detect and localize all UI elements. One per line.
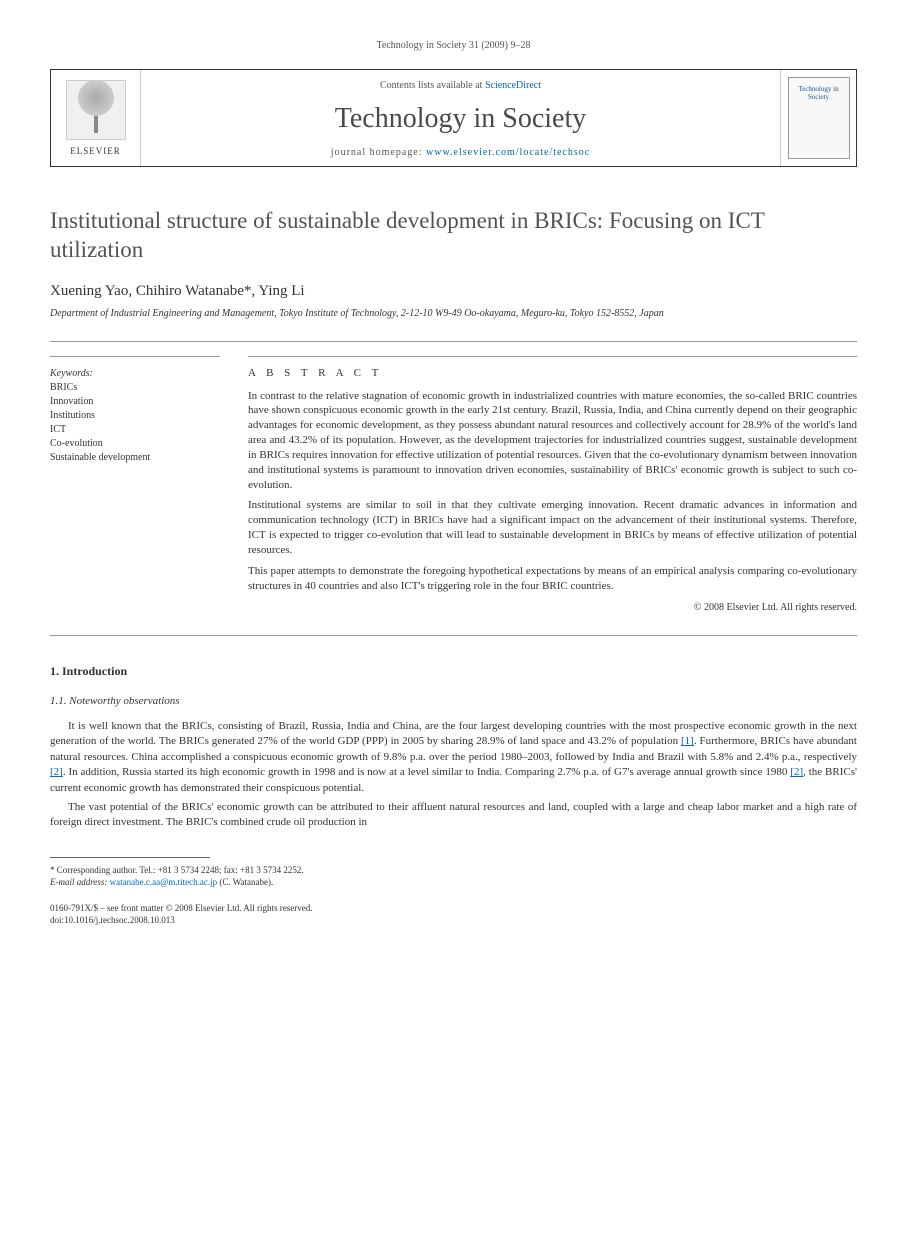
journal-header: ELSEVIER Contents lists available at Sci… [50,69,857,167]
body-text: It is well known that the BRICs, consist… [50,719,857,831]
abstract-text: In contrast to the relative stagnation o… [248,389,857,615]
email-suffix: (C. Watanabe). [217,877,273,887]
contents-prefix: Contents lists available at [380,80,485,91]
publisher-logo: ELSEVIER [51,70,141,166]
cover-title-text: Technology in Society [789,86,849,101]
abstract-keywords-row: Keywords: BRICs Innovation Institutions … [50,356,857,615]
journal-reference: Technology in Society 31 (2009) 9–28 [50,40,857,51]
email-line: E-mail address: watanabe.c.aa@m.titech.a… [50,876,857,889]
abstract-column: A B S T R A C T In contrast to the relat… [248,356,857,615]
contents-available-line: Contents lists available at ScienceDirec… [380,80,541,91]
journal-name: Technology in Society [335,103,587,135]
body-p1-c: . In addition, Russia started its high e… [63,766,790,778]
cover-image: Technology in Society [788,77,850,159]
abstract-p2: Institutional systems are similar to soi… [248,498,857,557]
elsevier-tree-icon [66,80,126,140]
front-matter-line: 0160-791X/$ – see front matter © 2008 El… [50,903,857,915]
citation-link[interactable]: [1] [681,735,694,747]
doi-line: doi:10.1016/j.techsoc.2008.10.013 [50,915,857,927]
affiliation: Department of Industrial Engineering and… [50,308,857,319]
homepage-prefix: journal homepage: [331,147,426,158]
keyword-item: Sustainable development [50,451,220,465]
keyword-item: Institutions [50,409,220,423]
authors-line: Xuening Yao, Chihiro Watanabe*, Ying Li [50,283,857,300]
journal-cover-thumbnail: Technology in Society [780,70,856,166]
divider-bottom [50,635,857,636]
citation-link[interactable]: [2] [50,766,63,778]
email-link[interactable]: watanabe.c.aa@m.titech.ac.jp [110,877,217,887]
citation-link[interactable]: [2] [790,766,803,778]
divider-top [50,341,857,342]
corr-author-line: * Corresponding author. Tel.: +81 3 5734… [50,864,857,877]
abstract-copyright: © 2008 Elsevier Ltd. All rights reserved… [248,601,857,615]
keywords-heading: Keywords: [50,367,220,381]
keywords-column: Keywords: BRICs Innovation Institutions … [50,356,220,615]
footnote-separator [50,857,210,858]
publisher-name: ELSEVIER [70,146,121,156]
section-heading: 1. Introduction [50,664,857,679]
body-p2: The vast potential of the BRICs' economi… [50,800,857,831]
abstract-p3: This paper attempts to demonstrate the f… [248,564,857,594]
body-p1: It is well known that the BRICs, consist… [50,719,857,796]
corresponding-author-footnote: * Corresponding author. Tel.: +81 3 5734… [50,864,857,889]
keyword-item: Co-evolution [50,437,220,451]
journal-homepage-line: journal homepage: www.elsevier.com/locat… [331,147,590,158]
header-center: Contents lists available at ScienceDirec… [141,70,780,166]
keyword-item: BRICs [50,381,220,395]
email-label: E-mail address: [50,877,110,887]
keyword-item: ICT [50,423,220,437]
abstract-p1: In contrast to the relative stagnation o… [248,389,857,493]
article-title: Institutional structure of sustainable d… [50,207,857,265]
homepage-link[interactable]: www.elsevier.com/locate/techsoc [426,147,590,158]
sciencedirect-link[interactable]: ScienceDirect [485,80,541,91]
doi-block: 0160-791X/$ – see front matter © 2008 El… [50,903,857,926]
subsection-heading: 1.1. Noteworthy observations [50,695,857,707]
abstract-heading: A B S T R A C T [248,367,857,379]
keyword-item: Innovation [50,395,220,409]
